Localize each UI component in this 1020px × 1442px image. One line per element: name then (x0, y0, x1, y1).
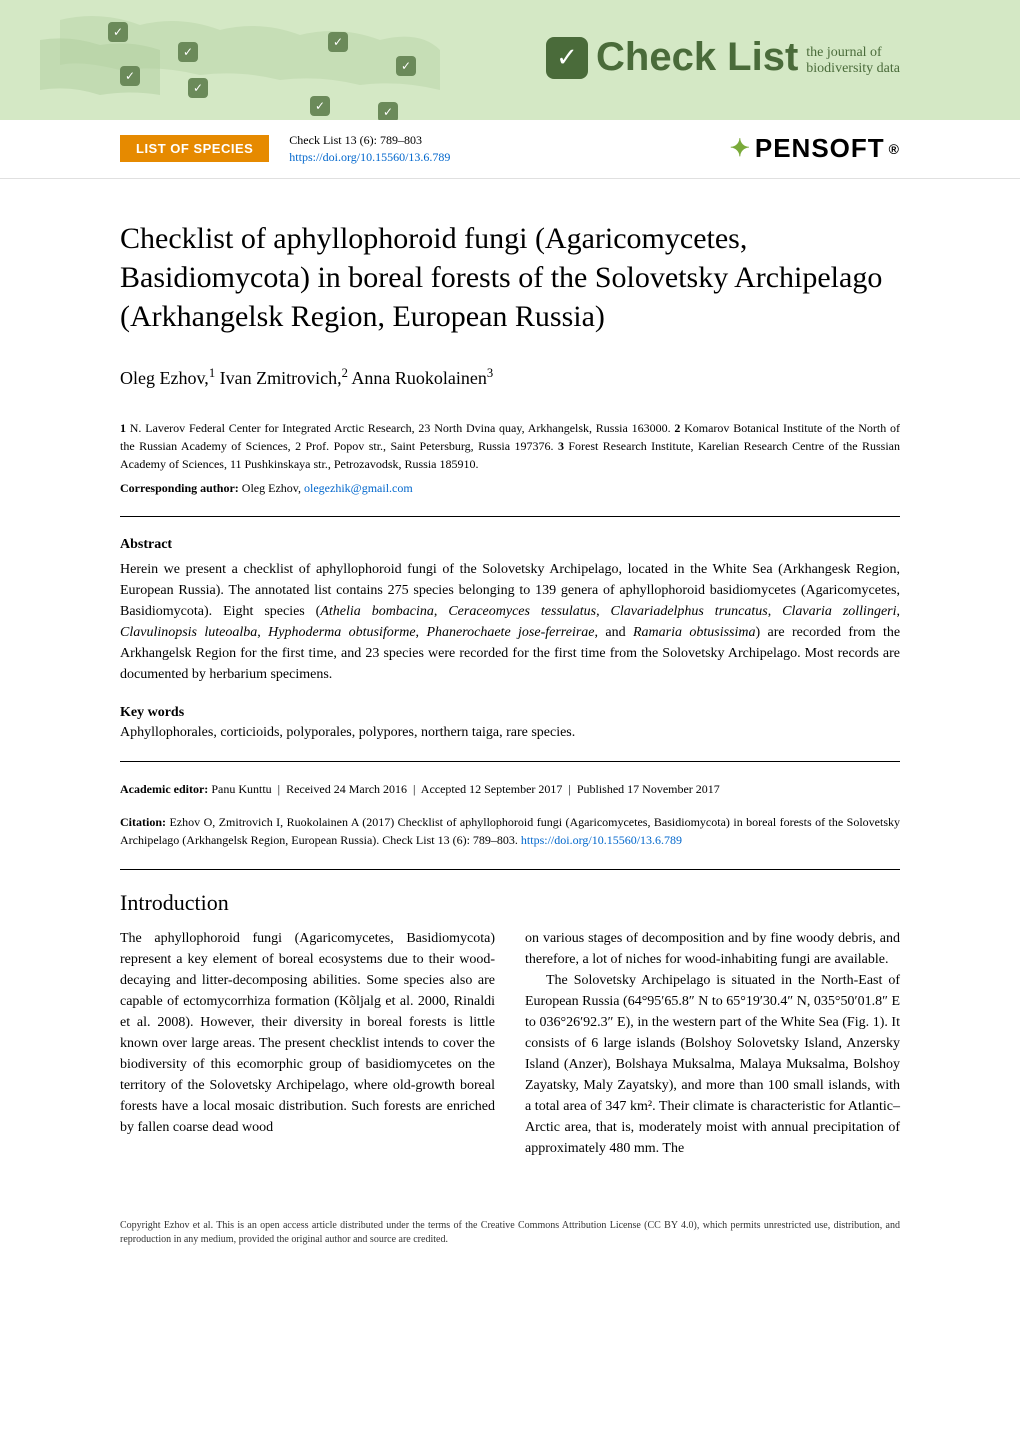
citation-doi-link[interactable]: https://doi.org/10.15560/13.6.789 (521, 833, 682, 847)
citation-meta: Check List 13 (6): 789–803 https://doi.o… (289, 132, 450, 166)
copyright-footer: Copyright Ezhov et al. This is an open a… (0, 1199, 1020, 1287)
corresponding-name: Oleg Ezhov, (242, 481, 301, 495)
map-marker-icon: ✓ (396, 56, 416, 76)
publisher-name: PENSOFT (755, 133, 885, 164)
intro-col-right: on various stages of decomposition and b… (525, 928, 900, 1159)
article-content: Checklist of aphyllophoroid fungi (Agari… (0, 179, 1020, 1199)
intro-col2-p2: The Solovetsky Archipelago is situated i… (525, 970, 900, 1159)
editor-label: Academic editor: (120, 782, 208, 796)
map-marker-icon: ✓ (188, 78, 208, 98)
corresponding-author: Corresponding author: Oleg Ezhov, olegez… (120, 481, 900, 496)
intro-col2-p1: on various stages of decomposition and b… (525, 928, 900, 970)
received-date: Received 24 March 2016 (286, 782, 407, 796)
journal-subtitle-2: biodiversity data (806, 61, 900, 76)
journal-header-banner: ✓ ✓ ✓ ✓ ✓ ✓ ✓ ✓ ✓ Check List the journal of bio… (0, 0, 1020, 120)
keywords-heading: Key words (120, 705, 900, 721)
intro-col-left: The aphyllophoroid fungi (Agaricomycetes… (120, 928, 495, 1159)
citation-block: Citation: Ezhov O, Zmitrovich I, Ruokola… (120, 813, 900, 849)
corresponding-label: Corresponding author: (120, 481, 239, 495)
abstract-text: Herein we present a checklist of aphyllo… (120, 559, 900, 685)
published-date: Published 17 November 2017 (577, 782, 720, 796)
editorial-info: Academic editor: Panu Kunttu | Received … (120, 782, 900, 797)
citation-label: Citation: (120, 815, 166, 829)
check-icon: ✓ (546, 37, 588, 79)
divider (120, 761, 900, 762)
map-marker-icon: ✓ (378, 102, 398, 120)
divider (120, 869, 900, 870)
affiliations: 1 N. Laverov Federal Center for Integrat… (120, 419, 900, 473)
map-marker-icon: ✓ (120, 66, 140, 86)
keywords-text: Aphyllophorales, corticioids, polyporale… (120, 725, 900, 741)
doi-link[interactable]: https://doi.org/10.15560/13.6.789 (289, 150, 450, 164)
editor-name: Panu Kunttu (211, 782, 271, 796)
authors: Oleg Ezhov,1 Ivan Zmitrovich,2 Anna Ruok… (120, 366, 900, 389)
journal-title: Check List (596, 35, 798, 80)
pensoft-logo: ✦ PENSOFT ® (730, 133, 900, 164)
leaf-icon: ✦ (730, 134, 751, 163)
meta-band: LIST OF SPECIES Check List 13 (6): 789–8… (0, 120, 1020, 179)
journal-subtitle-1: the journal of (806, 45, 900, 60)
map-marker-icon: ✓ (178, 42, 198, 62)
introduction-heading: Introduction (120, 890, 900, 916)
journal-logo: ✓ Check List the journal of biodiversity… (546, 35, 900, 80)
corresponding-email[interactable]: olegezhik@gmail.com (304, 481, 413, 495)
abstract-heading: Abstract (120, 537, 900, 553)
map-marker-icon: ✓ (328, 32, 348, 52)
map-marker-icon: ✓ (310, 96, 330, 116)
citation-text: Ezhov O, Zmitrovich I, Ruokolainen A (20… (120, 815, 900, 847)
citation-line: Check List 13 (6): 789–803 (289, 132, 450, 149)
section-badge: LIST OF SPECIES (120, 135, 269, 162)
map-marker-icon: ✓ (108, 22, 128, 42)
introduction-columns: The aphyllophoroid fungi (Agaricomycetes… (120, 928, 900, 1159)
divider (120, 516, 900, 517)
accepted-date: Accepted 12 September 2017 (421, 782, 563, 796)
article-title: Checklist of aphyllophoroid fungi (Agari… (120, 219, 900, 336)
